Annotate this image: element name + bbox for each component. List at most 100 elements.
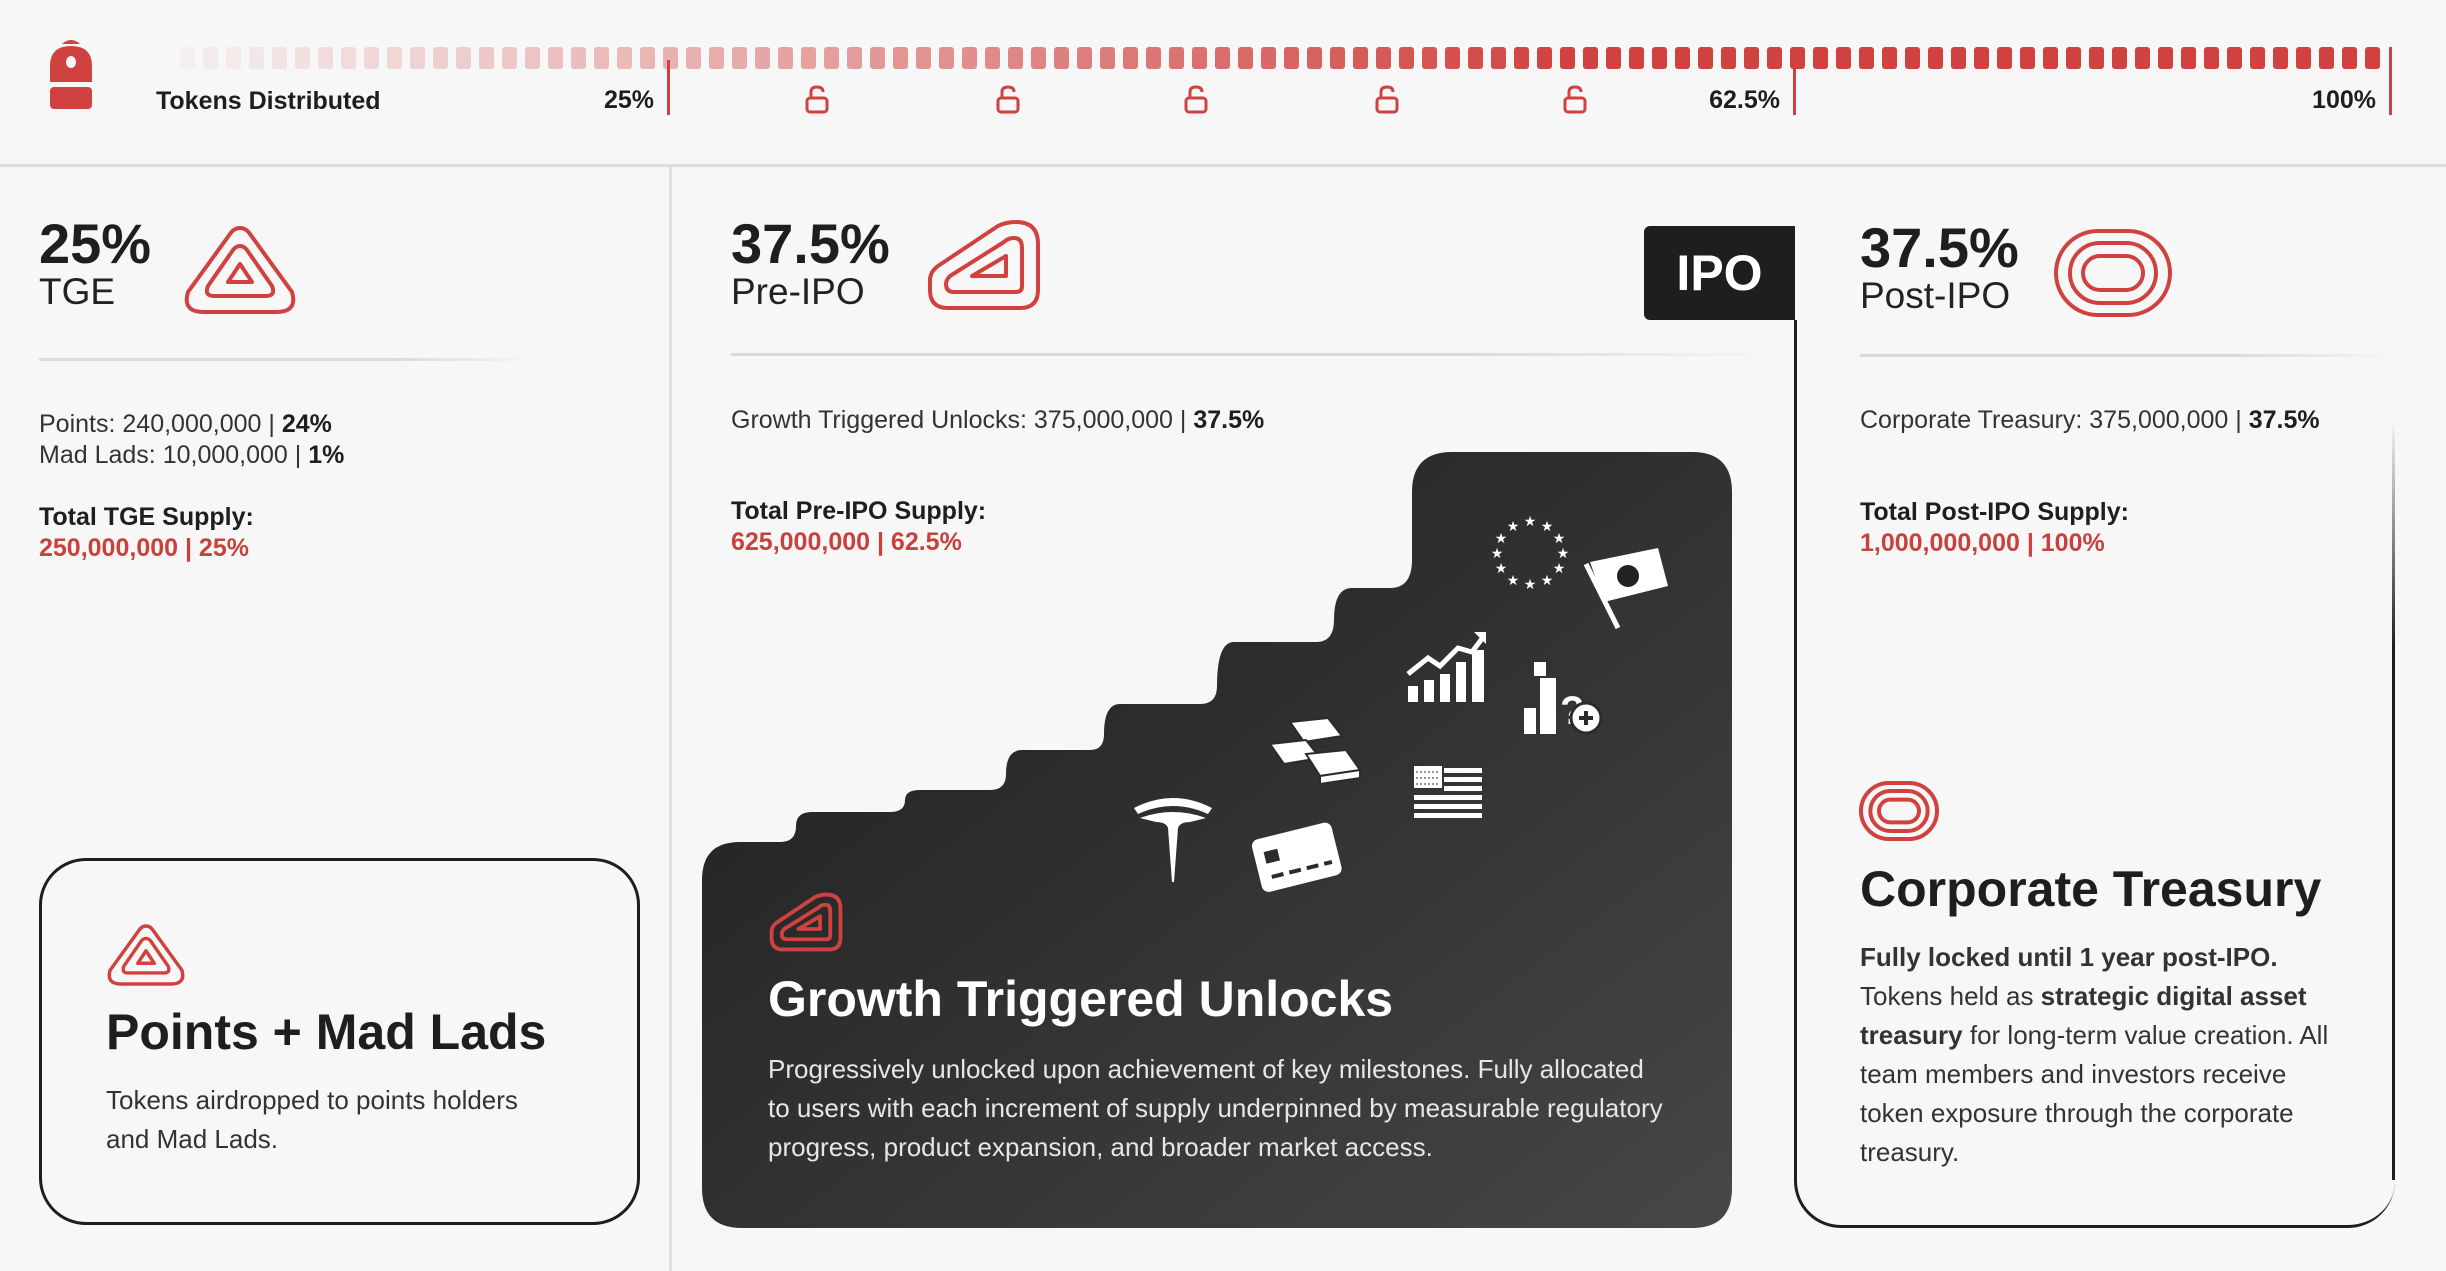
card-desc: Tokens airdropped to points holders and … [106, 1085, 518, 1154]
svg-text:★: ★ [1507, 518, 1520, 534]
bar-segment [1376, 47, 1391, 69]
post-ipo-phase: Post-IPO [1860, 275, 2011, 316]
bar-segment [1928, 47, 1943, 69]
tge-divider [39, 358, 539, 361]
lock-icon [1562, 84, 1588, 114]
bar-segment [1514, 47, 1529, 69]
lock-icon [1374, 84, 1400, 114]
bar-segment [571, 47, 586, 69]
backpack-icon [50, 40, 92, 109]
bar-segment [1629, 47, 1644, 69]
svg-text:★: ★ [1541, 572, 1554, 588]
bar-segment [318, 47, 333, 69]
pre-ipo-growth-line: Growth Triggered Unlocks: 375,000,000 | … [731, 406, 1265, 434]
card-desc: Progressively unlocked upon achievement … [768, 1054, 1663, 1162]
bar-segment [479, 47, 494, 69]
bar-segment [2365, 47, 2380, 69]
pre-ipo-divider [731, 353, 1781, 356]
bar-segment [824, 47, 839, 69]
column-divider [669, 167, 672, 1271]
bar-segment [1537, 47, 1552, 69]
bar-segment [1077, 47, 1092, 69]
bar-segment [2181, 47, 2196, 69]
growth-unlocks-card: ★★★★★★★★★★★★ ? Growth Triggered Unlocks … [702, 452, 1732, 1228]
bar-segment [1399, 47, 1414, 69]
post-ipo-treasury-line: Corporate Treasury: 375,000,000 | 37.5% [1860, 406, 2320, 434]
bar-segment [2158, 47, 2173, 69]
pre-ipo-total-value: 625,000,000 | 62.5% [731, 528, 962, 556]
bar-segment [1445, 47, 1460, 69]
svg-text:★: ★ [1541, 518, 1554, 534]
svg-text:★: ★ [1557, 545, 1568, 561]
bar-segment [1974, 47, 1989, 69]
tokens-distributed-label: Tokens Distributed [156, 87, 381, 115]
points-madlads-card: Points + Mad Lads Tokens airdropped to p… [39, 858, 640, 1225]
bar-segment [755, 47, 770, 69]
bar-segment [1353, 47, 1368, 69]
bar-segment [203, 47, 218, 69]
bar-segment [2043, 47, 2058, 69]
bar-segment [2227, 47, 2242, 69]
bar-segment [594, 47, 609, 69]
bar-segment [2204, 47, 2219, 69]
stock-chart-icon [1406, 632, 1486, 702]
bar-segment [1330, 47, 1345, 69]
lock-icon [804, 84, 830, 114]
ipo-badge: IPO [1644, 226, 1795, 320]
bar-segment [1675, 47, 1690, 69]
bar-segment [1146, 47, 1161, 69]
bar-segment [1169, 47, 1184, 69]
bar-segment [1859, 47, 1874, 69]
marker-62-line [1793, 60, 1796, 115]
bar-segment [2020, 47, 2035, 69]
japan-flag-icon [1583, 548, 1668, 630]
bar-segment [525, 47, 540, 69]
bar-segment [295, 47, 310, 69]
corporate-treasury-card [1794, 320, 2395, 1228]
bar-segment [2250, 47, 2265, 69]
bar-segment [939, 47, 954, 69]
bar-segment [1882, 47, 1897, 69]
svg-text:★: ★ [1492, 545, 1503, 561]
marker-25-label: 25% [603, 86, 654, 114]
bar-segment [778, 47, 793, 69]
bar-segment [1698, 47, 1713, 69]
tge-points-line: Points: 240,000,000 | 24% [39, 410, 332, 438]
bar-segment [249, 47, 264, 69]
bar-segment [1951, 47, 1966, 69]
bar-segment [1215, 47, 1230, 69]
bar-segment [1054, 47, 1069, 69]
svg-text:★: ★ [1553, 530, 1566, 546]
card-title: Corporate Treasury [1860, 861, 2322, 917]
bar-segment [456, 47, 471, 69]
post-ipo-divider [1860, 354, 2395, 357]
bar-segment [962, 47, 977, 69]
bar-segment [1468, 47, 1483, 69]
marker-25-line [667, 60, 670, 115]
bar-segment [1905, 47, 1920, 69]
bar-segment [985, 47, 1000, 69]
bar-segment [801, 47, 816, 69]
slanted-rings-icon [769, 892, 843, 952]
bar-segment [1721, 47, 1736, 69]
bar-segment [2089, 47, 2104, 69]
bar-segment [1261, 47, 1276, 69]
bar-segment [2112, 47, 2127, 69]
us-flag-icon [1414, 766, 1482, 818]
svg-text:★: ★ [1495, 560, 1508, 576]
marker-62-label: 62.5% [1709, 86, 1780, 114]
bar-segment [2296, 47, 2311, 69]
bar-segment [2135, 47, 2150, 69]
card-title: Growth Triggered Unlocks [768, 971, 1394, 1027]
bar-segment [2319, 47, 2334, 69]
bar-segment [1744, 47, 1759, 69]
bar-segment [663, 47, 678, 69]
bar-segment [916, 47, 931, 69]
bar-segment [548, 47, 563, 69]
tge-madlads-line: Mad Lads: 10,000,000 | 1% [39, 441, 345, 469]
bar-segment [1560, 47, 1575, 69]
post-ipo-percent: 37.5% [1860, 216, 2019, 279]
tge-phase: TGE [39, 271, 116, 312]
bar-segment [1606, 47, 1621, 69]
bar-segment [1100, 47, 1115, 69]
